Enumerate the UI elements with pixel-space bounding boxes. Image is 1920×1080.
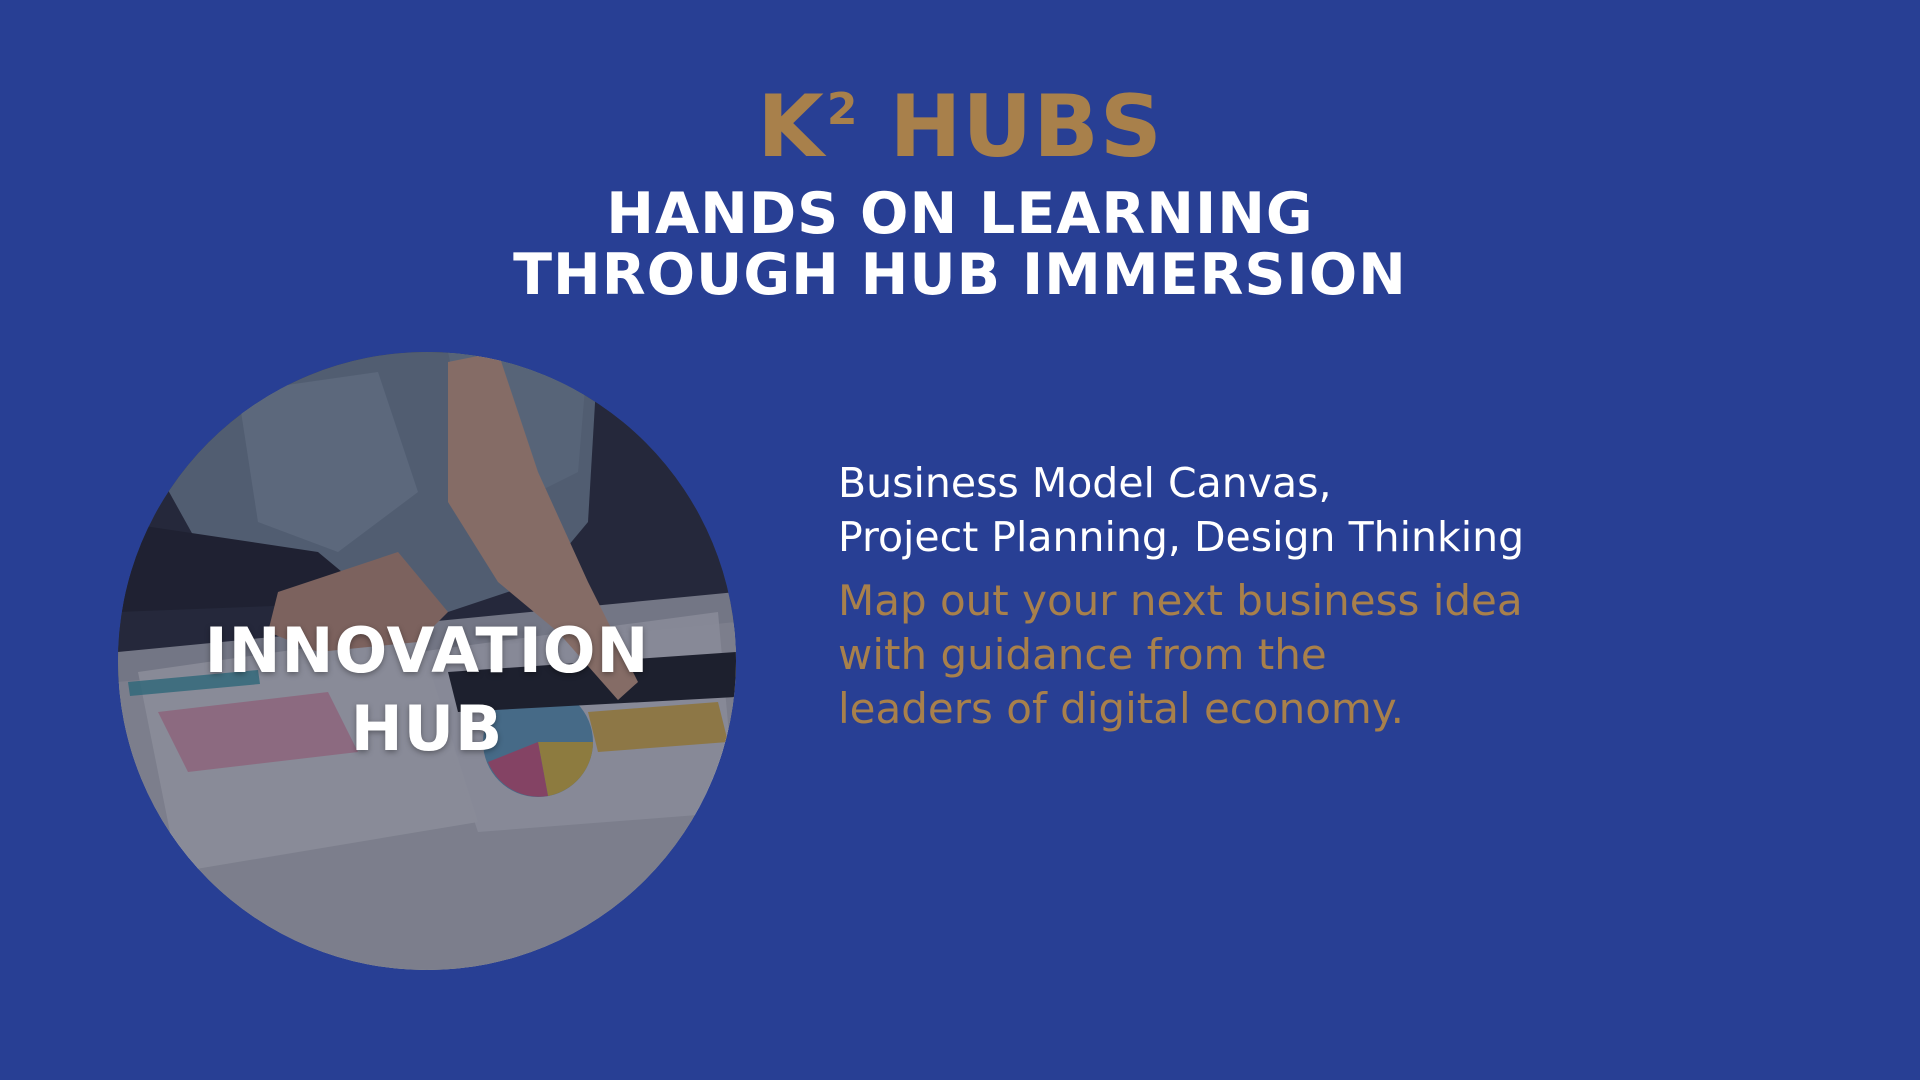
subtitle-line-2: THROUGH HUB IMMERSION (513, 242, 1407, 308)
topics-line-1: Business Model Canvas, (838, 459, 1332, 507)
brand-superscript: 2 (826, 84, 859, 135)
hub-label-line-1: INNOVATION (204, 614, 650, 687)
desc-line-3: leaders of digital economy. (838, 684, 1405, 733)
hub-photo-illustration (118, 352, 736, 970)
brand-rest: HUBS (858, 77, 1163, 177)
hub-photo-circle: INNOVATION HUB (118, 352, 736, 970)
subtitle-line-1: HANDS ON LEARNING (606, 181, 1314, 247)
brand-title: K2 HUBS (0, 84, 1920, 170)
subtitle: HANDS ON LEARNING THROUGH HUB IMMERSION (0, 184, 1920, 306)
hub-label: INNOVATION HUB (118, 612, 736, 768)
slide-header: K2 HUBS HANDS ON LEARNING THROUGH HUB IM… (0, 84, 1920, 306)
desc-line-1: Map out your next business idea (838, 576, 1523, 625)
hub-label-line-2: HUB (350, 692, 504, 765)
hub-description: Map out your next business idea with gui… (838, 574, 1798, 736)
desc-line-2: with guidance from the (838, 630, 1327, 679)
hub-details: Business Model Canvas, Project Planning,… (838, 456, 1798, 736)
topics-line-2: Project Planning, Design Thinking (838, 513, 1525, 561)
hub-topics: Business Model Canvas, Project Planning,… (838, 456, 1798, 564)
brand-main: K (757, 77, 825, 177)
